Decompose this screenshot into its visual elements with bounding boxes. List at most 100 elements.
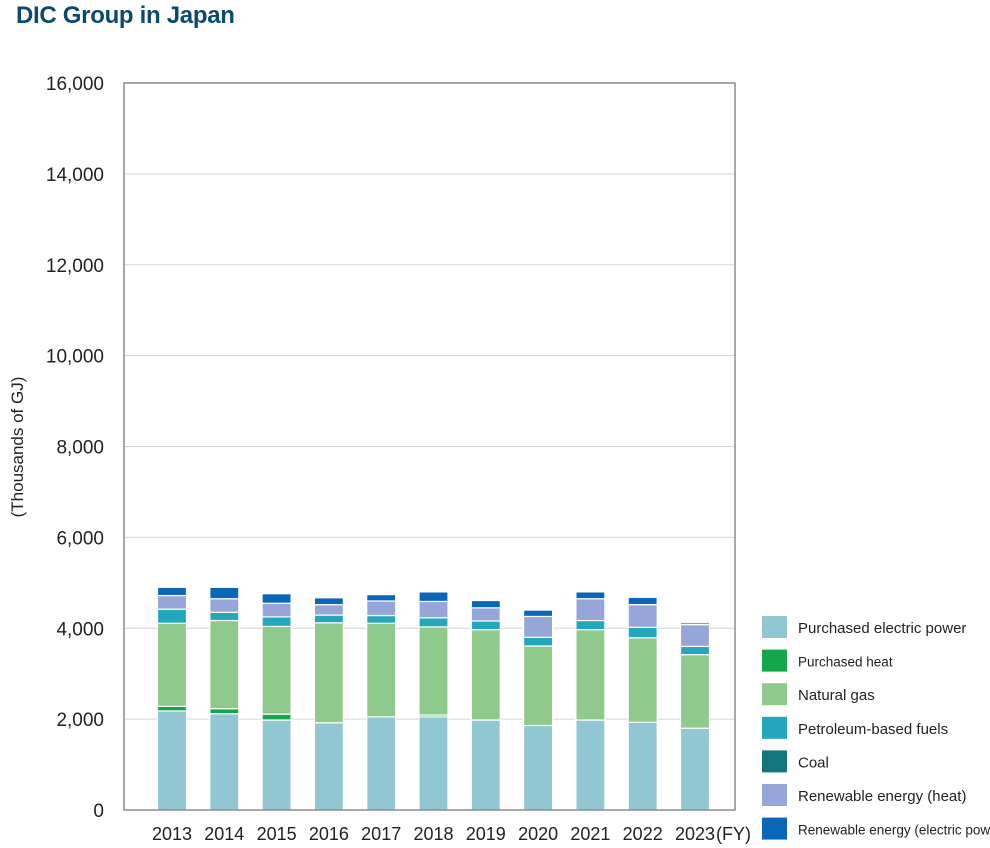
- bar-segment: [522, 645, 554, 727]
- legend: Purchased electric power Purchased heat Na…: [762, 616, 990, 840]
- bar-segment: [261, 616, 292, 628]
- legend-label: Renewable energy (heat): [798, 788, 966, 805]
- bar-segment: [679, 624, 711, 648]
- bar-segment: [522, 636, 554, 647]
- bar-segment: [679, 622, 711, 626]
- bar-segment: [156, 586, 188, 597]
- x-tick-label: 2020: [518, 824, 558, 844]
- bar-segment: [470, 629, 501, 721]
- bar-segment: [156, 622, 188, 708]
- bar-segment: [627, 626, 658, 639]
- bar-segment: [470, 607, 501, 622]
- bar-segment: [209, 713, 240, 811]
- x-tick-label: 2013: [152, 824, 192, 844]
- x-tick-label: 2017: [361, 824, 401, 844]
- bar-segment: [366, 716, 397, 811]
- bar-segment: [627, 596, 658, 606]
- bar-segment: [679, 654, 711, 729]
- y-tick-label: 8,000: [56, 438, 104, 459]
- bar-segment: [156, 710, 188, 811]
- y-tick-labels: 0 2,000 4,000 6,000 8,000 10,000 12,000 14,000 1…: [46, 74, 104, 822]
- y-tick-label: 14,000: [46, 165, 104, 186]
- bar-segment: [313, 597, 344, 606]
- bar-segment: [418, 591, 449, 603]
- bar-segment: [575, 619, 606, 631]
- bar-segment: [418, 626, 449, 716]
- bar-segment: [313, 604, 344, 616]
- x-tick-label: 2019: [466, 824, 506, 844]
- legend-label: Coal: [798, 754, 829, 771]
- bar-segment: [627, 637, 658, 723]
- y-axis-label: (Thousands of GJ): [8, 377, 27, 518]
- y-tick-label: 10,000: [46, 347, 104, 368]
- axes: [123, 82, 736, 811]
- bar-segment: [209, 708, 240, 715]
- x-tick-label: 2022: [623, 824, 663, 844]
- bar-segment: [575, 598, 606, 622]
- x-tick-label: 2016: [309, 824, 349, 844]
- y-tick-label: 6,000: [56, 528, 104, 549]
- bar-segment: [261, 602, 292, 618]
- bar-segment: [470, 719, 501, 811]
- y-tick-label: 0: [93, 801, 104, 822]
- legend-swatch: [762, 683, 787, 706]
- page-title: DIC Group in Japan: [16, 2, 235, 29]
- y-tick-label: 16,000: [46, 74, 104, 95]
- x-tick-label: 2021: [570, 824, 610, 844]
- bar-segment: [522, 615, 554, 638]
- legend-label: Petroleum-based fuels: [798, 721, 948, 738]
- bar-segment: [313, 622, 344, 724]
- bar-segment: [209, 586, 240, 600]
- bar-segment: [575, 719, 606, 811]
- bar-segment: [627, 604, 658, 628]
- bar-segment: [522, 609, 554, 618]
- bar-segment: [679, 727, 711, 811]
- bar-segment: [313, 722, 344, 811]
- legend-label: Renewable energy (electric power): [798, 823, 990, 838]
- plot-frame: [123, 82, 736, 811]
- bar-segment: [209, 598, 240, 613]
- bar-segment: [313, 614, 344, 624]
- y-tick-label: 12,000: [46, 256, 104, 277]
- bar-segment: [156, 594, 188, 610]
- legend-label: Natural gas: [798, 687, 875, 704]
- bar-segment: [470, 620, 501, 631]
- x-tick-labels: 2013 2014 2015 2016 2017 2018 2019 2020 2021 2022…: [152, 824, 715, 844]
- bar-segment: [575, 591, 606, 600]
- legend-swatch: [762, 716, 787, 739]
- bar-segment: [366, 614, 397, 624]
- y-tick-label: 4,000: [56, 619, 104, 640]
- bar-segment: [575, 629, 606, 721]
- bar-segment: [261, 713, 292, 721]
- bars: [156, 586, 711, 811]
- x-tick-label: 2023: [675, 824, 715, 844]
- bar-segment: [261, 625, 292, 715]
- legend-swatch: [762, 616, 787, 638]
- legend-label: Purchased electric power: [798, 620, 966, 637]
- bar-segment: [261, 719, 292, 811]
- bar-segment: [366, 594, 397, 602]
- bar-segment: [366, 622, 397, 718]
- bar-segment: [209, 611, 240, 622]
- x-tick-label: 2015: [257, 824, 297, 844]
- bar-segment: [209, 619, 240, 710]
- legend-swatch: [762, 750, 787, 773]
- legend-label: Purchased heat: [798, 655, 893, 670]
- bar-segment: [418, 617, 449, 628]
- bar-segment: [156, 705, 188, 712]
- bar-segment: [156, 608, 188, 624]
- bar-segment: [627, 721, 658, 811]
- x-tick-label: 2018: [413, 824, 453, 844]
- x-axis-suffix: (FY): [716, 824, 751, 844]
- bar-segment: [679, 645, 711, 656]
- bar-segment: [366, 600, 397, 617]
- bar-segment: [261, 593, 292, 604]
- x-tick-label: 2014: [204, 824, 244, 844]
- bar-segment: [418, 600, 449, 619]
- legend-swatch: [762, 784, 787, 806]
- bar-segment: [522, 724, 554, 811]
- legend-swatch: [762, 817, 787, 840]
- y-tick-label: 2,000: [56, 710, 104, 731]
- bar-segment: [470, 599, 501, 609]
